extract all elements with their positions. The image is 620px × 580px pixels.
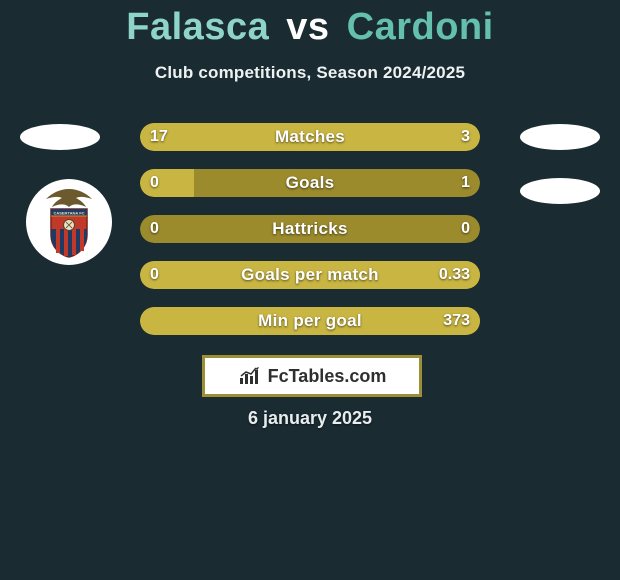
stat-row-hattricks: Hattricks0 0: [140, 215, 480, 243]
comparison-bars: Matches173Goals01Hattricks00Goals per ma…: [140, 123, 480, 353]
bar-value-left: 0: [150, 215, 159, 243]
title-vs: vs: [286, 6, 329, 48]
page-title: Falasca vs Cardoni: [0, 0, 620, 49]
title-player2: Cardoni: [347, 6, 494, 48]
avatar-player2-placeholder-2: [520, 178, 600, 204]
bar-label: Goals: [140, 169, 480, 197]
bar-value-left: 0: [150, 261, 159, 289]
bar-value-left: 17: [150, 123, 168, 151]
stat-row-goals: Goals0 1: [140, 169, 480, 197]
svg-text:CASERTANA FC: CASERTANA FC: [53, 211, 84, 216]
brand-box[interactable]: FcTables.com: [202, 355, 422, 397]
subtitle: Club competitions, Season 2024/2025: [0, 63, 620, 83]
title-player1: Falasca: [126, 6, 269, 48]
stat-row-goals-per-match: Goals per match0 0.33: [140, 261, 480, 289]
bar-value-right: 1: [461, 169, 470, 197]
bar-label: Matches: [140, 123, 480, 151]
bar-value-left: 0: [150, 169, 159, 197]
bar-value-right: 3: [461, 123, 470, 151]
page-root: Falasca vs Cardoni Club competitions, Se…: [0, 0, 620, 580]
stat-row-min-per-goal: Min per goal373: [140, 307, 480, 335]
club-crest-icon: CASERTANA FC: [38, 185, 100, 259]
brand-chart-icon: [238, 366, 262, 386]
bar-value-right: 0: [461, 215, 470, 243]
avatar-player1-placeholder: [20, 124, 100, 150]
bar-label: Hattricks: [140, 215, 480, 243]
avatar-player2-placeholder-1: [520, 124, 600, 150]
bar-label: Min per goal: [140, 307, 480, 335]
bar-value-right: 0.33: [439, 261, 470, 289]
stat-row-matches: Matches17 3: [140, 123, 480, 151]
generated-date: 6 january 2025: [0, 408, 620, 429]
bar-value-right: 373: [443, 307, 470, 335]
bar-label: Goals per match: [140, 261, 480, 289]
club-badge: CASERTANA FC: [26, 179, 112, 265]
brand-text: FcTables.com: [268, 366, 387, 387]
